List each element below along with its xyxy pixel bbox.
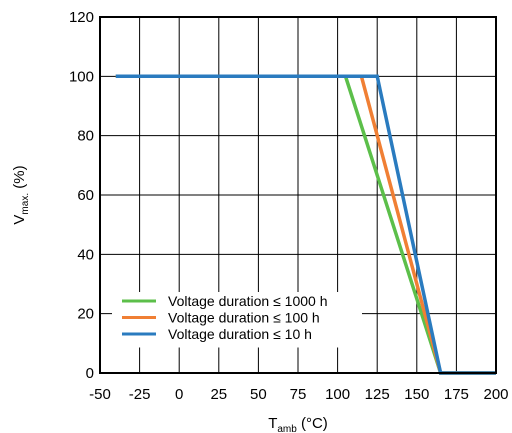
y-tick-label: 80 <box>77 128 94 145</box>
y-tick-label: 40 <box>77 246 94 263</box>
y-axis-label-main: V <box>11 215 28 225</box>
y-tick-label: 20 <box>77 306 94 323</box>
x-tick-label: 25 <box>210 386 227 403</box>
x-tick-label: 175 <box>444 386 469 403</box>
y-tick-label: 60 <box>77 187 94 204</box>
x-tick-label: 150 <box>404 386 429 403</box>
y-axis-label-rest: (%) <box>11 165 28 193</box>
x-tick-label: -25 <box>129 386 151 403</box>
x-tick-label: -50 <box>89 386 111 403</box>
legend-label: Voltage duration ≤ 100 h <box>168 310 320 326</box>
y-tick-label: 0 <box>86 365 94 382</box>
x-tick-label: 200 <box>483 386 508 403</box>
x-axis-label-sub: amb <box>277 424 297 433</box>
x-tick-label: 0 <box>175 386 183 403</box>
y-tick-label: 120 <box>69 9 94 26</box>
x-tick-label: 75 <box>290 386 307 403</box>
x-tick-label: 100 <box>325 386 350 403</box>
x-axis-label: Tamb (°C) <box>268 415 328 433</box>
plot-frame <box>99 16 497 374</box>
x-tick-labels: -50 -25 0 25 50 75 100 125 150 175 200 <box>89 386 508 403</box>
x-axis-label-rest: (°C) <box>297 415 328 432</box>
x-tick-label: 125 <box>365 386 390 403</box>
legend-label: Voltage duration ≤ 10 h <box>168 326 312 342</box>
y-axis-label: Vmax. (%) <box>11 165 31 224</box>
y-axis-label-sub: max. <box>20 193 31 215</box>
y-tick-labels: 0 20 40 60 80 100 120 <box>69 9 94 382</box>
x-tick-label: 50 <box>250 386 267 403</box>
y-tick-label: 100 <box>69 68 94 85</box>
x-axis-label-main: T <box>268 415 277 432</box>
legend-label: Voltage duration ≤ 1000 h <box>168 293 327 309</box>
